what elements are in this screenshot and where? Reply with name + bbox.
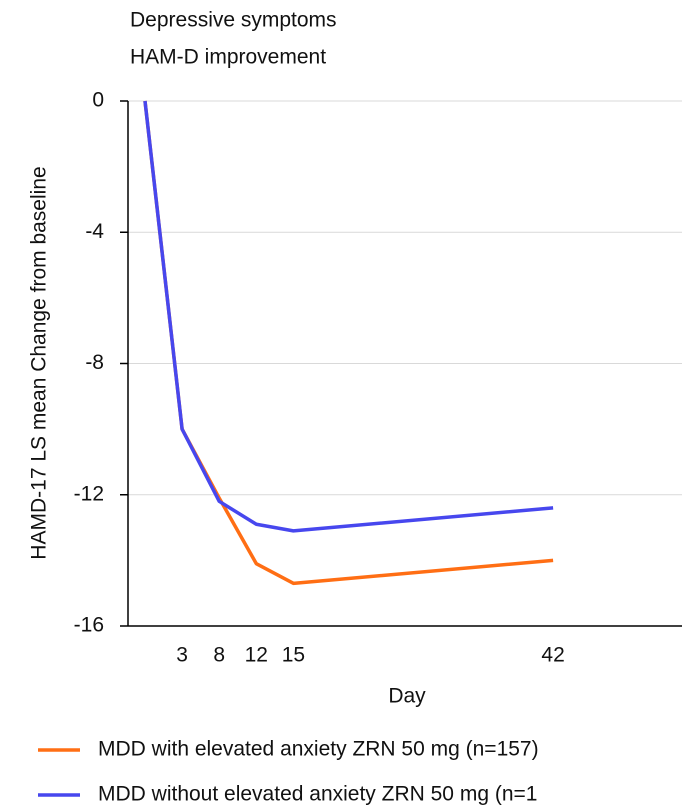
y-tick-label: -16 [74,614,104,637]
y-tick-label: -8 [85,351,104,374]
x-tick-label: 15 [282,644,305,667]
chart-subtitle: HAM-D improvement [130,46,326,69]
y-tick-label: -4 [85,220,104,243]
x-tick-label: 3 [176,644,188,667]
y-tick-label: -12 [74,482,104,505]
legend-label: MDD with elevated anxiety ZRN 50 mg (n=1… [98,738,539,761]
series-line [143,100,554,586]
x-tick-label: 8 [213,644,225,667]
x-tick-label: 12 [245,644,268,667]
x-tick-label: 42 [541,644,564,667]
y-tick-label: 0 [92,89,104,112]
legend-label: MDD without elevated anxiety ZRN 50 mg (… [98,783,537,806]
series-line [143,100,554,533]
x-axis-label: Day [388,685,426,708]
chart-title: Depressive symptoms [130,9,337,32]
y-axis-label: HAMD-17 LS mean Change from baseline [28,166,51,559]
